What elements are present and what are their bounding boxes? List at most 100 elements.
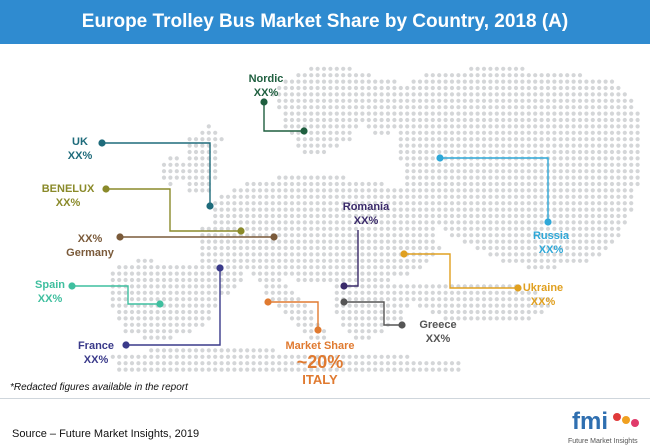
map-dot	[597, 143, 602, 148]
map-dot	[174, 354, 179, 359]
map-dot	[289, 130, 295, 135]
map-dot	[565, 233, 570, 238]
map-dot	[462, 181, 467, 187]
map-dot	[449, 149, 455, 155]
map-dot	[187, 156, 192, 161]
map-dot	[462, 162, 467, 167]
map-dot	[545, 149, 551, 155]
map-dot	[366, 213, 371, 219]
map-dot	[590, 98, 595, 103]
map-dot	[334, 265, 339, 270]
map-dot	[437, 194, 442, 199]
map-dot	[328, 220, 333, 225]
map-dot	[289, 303, 295, 308]
map-dot	[181, 303, 186, 308]
map-dot	[443, 124, 448, 129]
map-dot	[533, 201, 538, 206]
map-dot	[481, 130, 487, 135]
map-dot	[494, 175, 499, 180]
map-dot	[481, 290, 487, 295]
map-dot	[577, 73, 583, 78]
map-dot	[321, 175, 327, 180]
map-dot	[321, 105, 327, 110]
map-dot	[219, 258, 224, 263]
map-dot	[296, 316, 301, 321]
map-dot	[533, 73, 538, 78]
map-dot	[437, 105, 442, 110]
map-dot	[533, 137, 538, 142]
map-dot	[577, 111, 583, 116]
map-dot	[449, 162, 455, 167]
map-dot	[142, 367, 147, 372]
map-dot	[488, 137, 493, 142]
map-dot	[245, 361, 250, 366]
map-dot	[245, 348, 250, 353]
map-dot	[200, 361, 205, 366]
map-dot	[577, 181, 583, 187]
map-dot	[405, 98, 410, 103]
map-dot	[398, 309, 403, 315]
map-dot	[590, 143, 595, 148]
map-dot	[206, 367, 211, 372]
map-dot	[590, 111, 595, 116]
map-dot	[398, 201, 403, 206]
map-dot	[526, 252, 531, 257]
map-dot	[597, 169, 602, 174]
map-dot	[488, 169, 493, 174]
map-dot	[366, 258, 371, 263]
map-dot	[302, 137, 307, 142]
map-dot	[405, 156, 410, 161]
map-dot	[405, 303, 410, 308]
map-dot	[577, 188, 583, 193]
map-dot	[469, 239, 474, 244]
country-value-france: XX%	[83, 354, 109, 366]
map-dot	[142, 265, 147, 270]
map-dot	[456, 361, 461, 366]
map-dot	[174, 271, 179, 276]
map-dot	[437, 124, 442, 129]
map-dot	[366, 361, 371, 366]
map-dot	[289, 181, 295, 187]
map-dot	[315, 181, 320, 187]
map-dot	[584, 233, 589, 238]
map-dot	[475, 73, 480, 78]
map-dot	[622, 156, 627, 161]
map-dot	[584, 130, 589, 135]
map-dot	[526, 149, 531, 155]
map-dot	[430, 85, 435, 91]
map-dot	[526, 124, 531, 129]
map-dot	[430, 245, 435, 251]
map-dot	[405, 194, 410, 199]
map-dot	[565, 156, 570, 161]
map-dot	[443, 149, 448, 155]
map-dot	[360, 194, 365, 199]
map-dot	[462, 92, 467, 97]
map-dot	[347, 220, 352, 225]
map-dot	[488, 149, 493, 155]
marker-germany-1	[270, 233, 278, 241]
map-dot	[379, 322, 384, 327]
map-dot	[213, 290, 218, 295]
map-dot	[334, 361, 339, 366]
map-dot	[417, 156, 423, 161]
map-dot	[379, 265, 384, 270]
map-dot	[385, 92, 391, 97]
map-dot	[462, 194, 467, 199]
map-dot	[219, 252, 224, 257]
map-dot	[507, 130, 512, 135]
map-dot	[520, 92, 525, 97]
map-dot	[270, 361, 275, 366]
map-dot	[635, 149, 640, 155]
map-dot	[398, 105, 403, 110]
map-dot	[597, 252, 602, 257]
map-dot	[449, 361, 455, 366]
map-dot	[379, 130, 384, 135]
map-dot	[417, 284, 423, 289]
map-dot	[462, 175, 467, 180]
map-dot	[321, 258, 327, 263]
map-dot	[309, 188, 314, 193]
map-dot	[277, 277, 282, 283]
map-dot	[334, 354, 339, 359]
map-dot	[520, 66, 525, 71]
map-dot	[315, 258, 320, 263]
